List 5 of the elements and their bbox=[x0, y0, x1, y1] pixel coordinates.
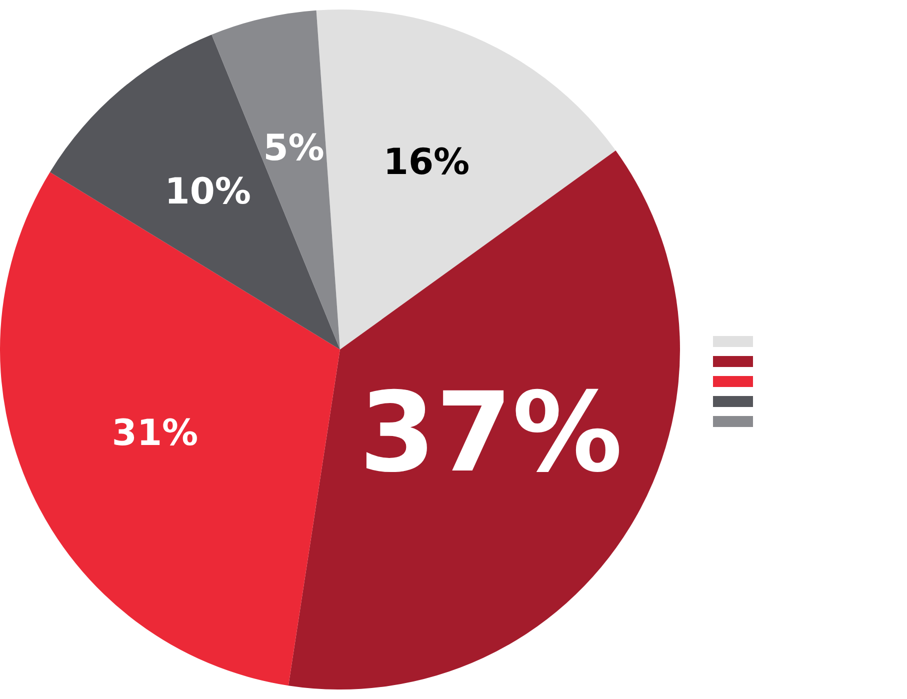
data-label: 5% bbox=[263, 128, 324, 170]
data-label: 37% bbox=[359, 368, 622, 496]
data-label: 10% bbox=[164, 171, 251, 212]
data-label: 31% bbox=[112, 412, 198, 454]
data-label: 16% bbox=[383, 142, 470, 184]
